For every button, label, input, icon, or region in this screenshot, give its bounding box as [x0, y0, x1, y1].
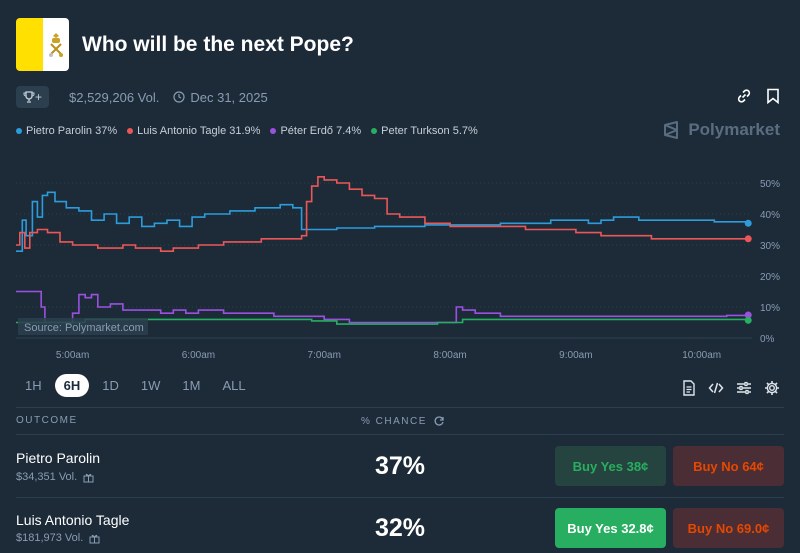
- outcome-name[interactable]: Luis Antonio Tagle: [16, 512, 130, 528]
- series-endpoint: [744, 235, 752, 243]
- buy-yes-button[interactable]: Buy Yes 38¢: [555, 446, 666, 486]
- series-line: [16, 176, 749, 252]
- legend-item: Luis Antonio Tagle 31.9%: [127, 125, 260, 137]
- document-icon[interactable]: [682, 380, 696, 396]
- legend-dot: [371, 128, 378, 134]
- market-title: Who will be the next Pope?: [82, 33, 354, 56]
- divider: [16, 407, 784, 408]
- chart-grid: [16, 182, 752, 339]
- y-tick-label: 10%: [760, 303, 780, 314]
- bookmark-icon[interactable]: [766, 88, 780, 104]
- time-range-selector: 1H 6H 1D 1W 1M ALL: [16, 374, 255, 397]
- papal-keys-icon: [48, 33, 63, 57]
- embed-code-icon[interactable]: [708, 380, 724, 396]
- chart-lines: [16, 176, 752, 325]
- sliders-icon[interactable]: [736, 380, 752, 396]
- outcome-name[interactable]: Pietro Parolin: [16, 450, 101, 466]
- legend-label: Peter Turkson 5.7%: [381, 125, 478, 137]
- legend-dot: [16, 128, 22, 134]
- outcome-chance: 37%: [374, 452, 426, 480]
- buy-no-button[interactable]: Buy No 69.0¢: [673, 508, 784, 548]
- settings-gear-icon[interactable]: [764, 380, 780, 396]
- divider: [16, 434, 784, 435]
- trophy-plus: +: [34, 90, 42, 104]
- buy-no-button[interactable]: Buy No 64¢: [673, 446, 784, 486]
- x-tick-label: 7:00am: [308, 350, 341, 361]
- legend-item: Péter Erdő 7.4%: [270, 125, 361, 137]
- end-date-text: Dec 31, 2025: [190, 89, 268, 105]
- brand-name: Polymarket: [688, 120, 780, 139]
- buy-yes-button[interactable]: Buy Yes 32.8¢: [555, 508, 666, 548]
- polymarket-brand: Polymarket: [662, 120, 780, 140]
- range-1h[interactable]: 1H: [25, 378, 42, 393]
- market-flag-image: [16, 18, 69, 71]
- y-tick-label: 40%: [760, 210, 780, 221]
- chart-legend: Pietro Parolin 37% Luis Antonio Tagle 31…: [16, 125, 478, 137]
- chart-tools: [682, 380, 780, 396]
- range-1d[interactable]: 1D: [102, 378, 119, 393]
- legend-label: Luis Antonio Tagle 31.9%: [137, 125, 261, 137]
- y-tick-label: 0%: [760, 334, 775, 345]
- y-tick-label: 20%: [760, 272, 780, 283]
- outcome-volume: $181,973 Vol.: [16, 532, 100, 544]
- market-end-date: Dec 31, 2025: [173, 89, 268, 105]
- price-chart: 50% 40% 30% 20% 10% 0% 5:00am 6:00am 7:00am 8:00…: [16, 176, 780, 361]
- range-1w[interactable]: 1W: [140, 378, 161, 393]
- source-label: Source: Polymarket.com: [24, 322, 144, 334]
- column-chance: % CHANCE: [361, 415, 445, 427]
- divider: [16, 497, 784, 498]
- x-axis-labels: 5:00am 6:00am 7:00am 8:00am 9:00am 10:00am: [56, 350, 721, 361]
- series-line: [16, 191, 749, 252]
- x-tick-label: 5:00am: [56, 350, 89, 361]
- y-tick-label: 50%: [760, 179, 780, 190]
- x-tick-label: 10:00am: [682, 350, 721, 361]
- x-tick-label: 9:00am: [559, 350, 592, 361]
- clock-icon: [173, 91, 185, 103]
- refresh-icon[interactable]: [433, 415, 445, 427]
- column-outcome: OUTCOME: [16, 415, 78, 426]
- market-meta: + $2,529,206 Vol. Dec 31, 2025: [16, 86, 268, 108]
- x-tick-label: 8:00am: [433, 350, 466, 361]
- trophy-button[interactable]: +: [16, 86, 49, 108]
- range-6h[interactable]: 6H: [54, 374, 90, 397]
- y-axis-labels: 50% 40% 30% 20% 10% 0%: [760, 179, 780, 345]
- gift-icon: [89, 534, 100, 543]
- legend-dot: [127, 128, 134, 134]
- series-endpoint: [744, 316, 752, 324]
- legend-item: Pietro Parolin 37%: [16, 125, 117, 137]
- outcome-chance: 32%: [374, 514, 426, 542]
- range-all[interactable]: ALL: [222, 378, 246, 393]
- series-endpoint: [744, 219, 752, 227]
- outcome-volume: $34,351 Vol.: [16, 471, 94, 483]
- column-chance-label: % CHANCE: [361, 415, 427, 427]
- range-1m[interactable]: 1M: [182, 378, 201, 393]
- series-endpoint: [744, 311, 752, 319]
- x-tick-label: 6:00am: [182, 350, 215, 361]
- trophy-icon: [23, 91, 35, 103]
- market-volume: $2,529,206 Vol.: [69, 89, 160, 105]
- legend-label: Péter Erdő 7.4%: [280, 125, 362, 137]
- link-icon[interactable]: [736, 88, 752, 104]
- y-tick-label: 30%: [760, 241, 780, 252]
- header-actions: [736, 88, 780, 104]
- polymarket-logo-icon: [664, 121, 679, 139]
- series-line: [16, 290, 749, 324]
- gift-icon: [83, 473, 94, 482]
- legend-item: Peter Turkson 5.7%: [371, 125, 478, 137]
- outcome-volume-text: $181,973 Vol.: [16, 532, 84, 544]
- outcome-volume-text: $34,351 Vol.: [16, 471, 78, 483]
- legend-dot: [270, 128, 277, 134]
- source-label-bg: [18, 318, 148, 335]
- legend-label: Pietro Parolin 37%: [26, 125, 118, 137]
